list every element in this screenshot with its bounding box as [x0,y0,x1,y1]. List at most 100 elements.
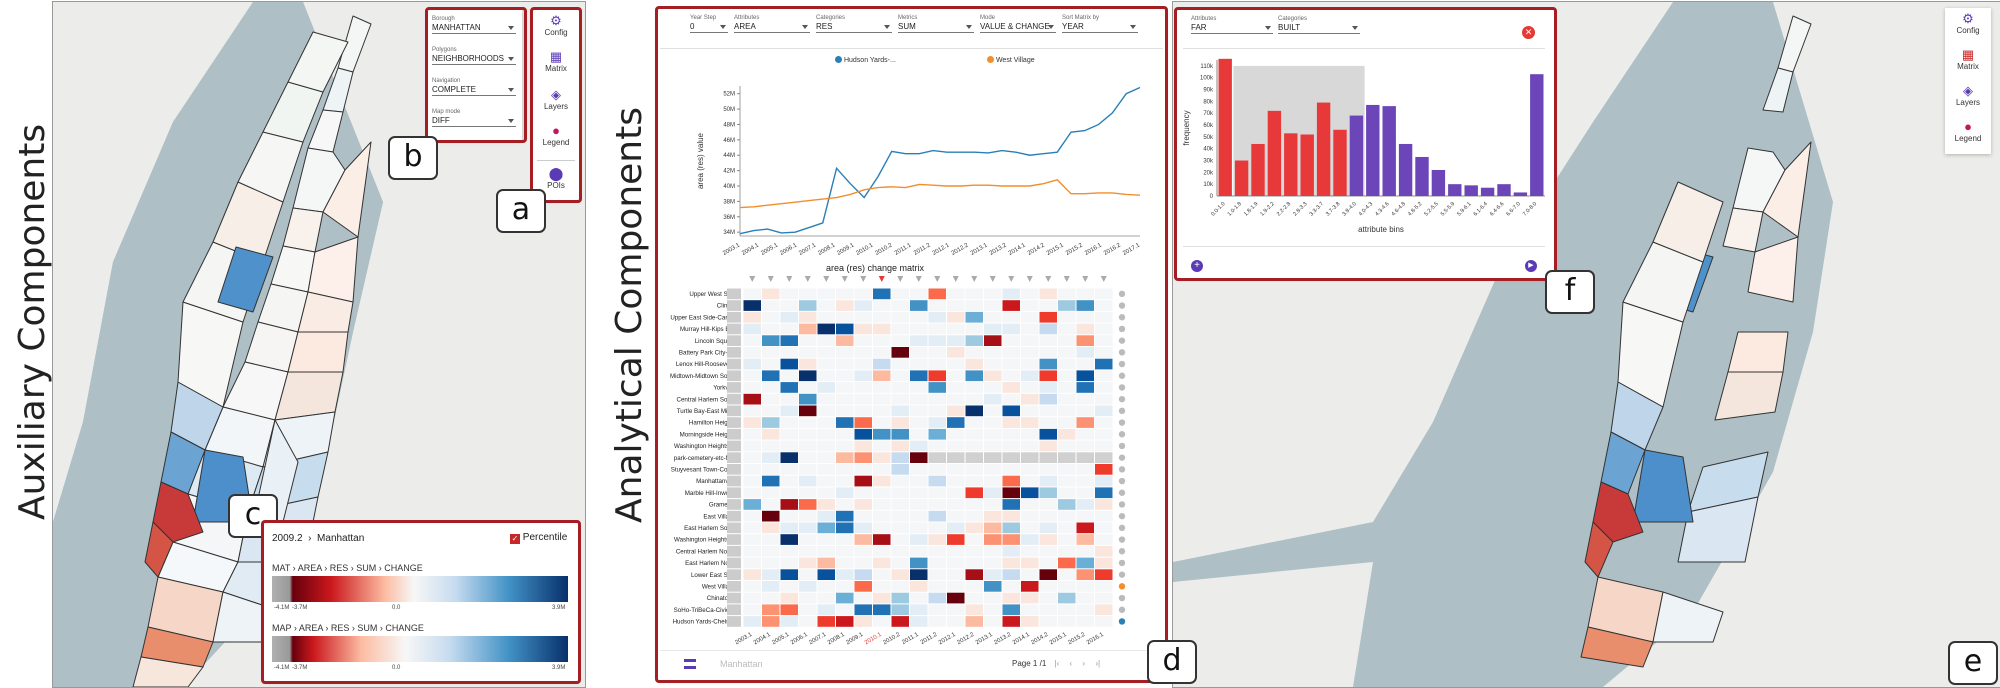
matrix-cell[interactable] [836,358,854,370]
matrix-cell[interactable] [1039,417,1058,428]
matrix-cell[interactable] [928,569,947,580]
add-icon[interactable]: + [1191,260,1203,272]
matrix-cell[interactable] [799,616,817,627]
matrix-cell[interactable] [799,557,817,569]
matrix-cell[interactable] [947,440,965,452]
matrix-cell[interactable] [984,440,1002,452]
matrix-cell[interactable] [984,534,1002,545]
matrix-cell[interactable] [1058,311,1076,323]
matrix-cell[interactable] [799,393,817,405]
matrix-cell[interactable] [836,581,854,592]
matrix-cell[interactable] [965,616,984,627]
matrix-cell[interactable] [873,581,891,592]
matrix-cell[interactable] [1058,300,1076,311]
matrix-cell[interactable] [947,335,965,346]
column-marker-icon[interactable] [1045,276,1052,282]
matrix-cell[interactable] [1021,569,1039,580]
matrix-cell[interactable] [762,569,780,580]
matrix-cell[interactable] [910,534,928,545]
matrix-cell[interactable] [891,358,910,370]
matrix-cell[interactable] [873,288,891,300]
matrix-cell[interactable] [947,569,965,580]
column-marker-icon[interactable] [841,276,848,282]
matrix-cell[interactable] [854,534,873,545]
matrix-cell[interactable] [873,604,891,616]
matrix-cell[interactable] [743,335,762,346]
matrix-cell[interactable] [965,311,984,323]
matrix-cell[interactable] [1039,522,1058,534]
matrix-cell[interactable] [743,323,762,335]
layers-button[interactable]: ◈ Layers [532,88,580,112]
first-page-icon[interactable]: |‹ [1054,659,1060,668]
config-button[interactable]: ⚙ Config [532,14,580,38]
matrix-cell[interactable] [1002,475,1021,487]
matrix-cell[interactable] [854,382,873,393]
matrix-cell[interactable] [743,440,762,452]
matrix-cell[interactable] [891,475,910,487]
matrix-cell[interactable] [836,311,854,323]
matrix-cell[interactable] [1076,592,1095,604]
row-label[interactable]: Central Harlem Nort... [676,548,736,555]
matrix-cell[interactable] [947,417,965,428]
matrix-cell[interactable] [836,405,854,417]
matrix-cell[interactable] [1095,616,1113,627]
matrix-cell[interactable] [1039,358,1058,370]
layers-button-right[interactable]: ◈ Layers [1944,84,1992,108]
matrix-cell[interactable] [780,557,799,569]
matrix-cell[interactable] [1039,581,1058,592]
matrix-cell[interactable] [762,510,780,522]
histogram-bar[interactable] [1464,185,1478,196]
column-marker-icon[interactable] [878,276,885,282]
matrix-cell[interactable] [1002,557,1021,569]
matrix-cell[interactable] [854,499,873,510]
matrix-cell[interactable] [928,440,947,452]
matrix-cell[interactable] [910,545,928,557]
matrix-cell[interactable] [984,382,1002,393]
matrix-cell[interactable] [817,440,836,452]
matrix-cell[interactable] [1021,510,1039,522]
matrix-cell[interactable] [1021,323,1039,335]
matrix-cell[interactable] [891,581,910,592]
matrix-cell[interactable] [854,311,873,323]
matrix-cell[interactable] [1076,581,1095,592]
row-select-dot[interactable] [1118,548,1126,555]
matrix-cell[interactable] [836,452,854,463]
matrix-cell[interactable] [984,592,1002,604]
matrix-cell[interactable] [1058,545,1076,557]
matrix-cell[interactable] [1058,417,1076,428]
matrix-cell[interactable] [1058,370,1076,382]
row-select-dot[interactable] [1118,431,1126,438]
matrix-cell[interactable] [799,311,817,323]
matrix-cell[interactable] [836,534,854,545]
matrix-cell[interactable] [854,510,873,522]
matrix-cell[interactable] [1021,405,1039,417]
matrix-cell[interactable] [965,510,984,522]
row-select-dot[interactable] [1118,384,1126,391]
matrix-cell[interactable] [965,440,984,452]
matrix-cell[interactable] [928,428,947,440]
matrix-cell[interactable] [836,370,854,382]
matrix-cell[interactable] [928,417,947,428]
matrix-cell[interactable] [1076,604,1095,616]
row-label[interactable]: Yorkville [713,385,736,392]
matrix-cell[interactable] [780,545,799,557]
matrix-cell[interactable] [743,499,762,510]
matrix-cell[interactable] [1095,335,1113,346]
histogram-bar[interactable] [1431,169,1446,196]
series-line-2[interactable] [739,179,1141,209]
matrix-cell[interactable] [799,405,817,417]
matrix-cell[interactable] [1076,452,1095,463]
matrix-cell[interactable] [817,428,836,440]
matrix-cell[interactable] [965,393,984,405]
matrix-cell[interactable] [762,534,780,545]
matrix-cell[interactable] [762,452,780,463]
matrix-cell[interactable] [836,604,854,616]
matrix-cell[interactable] [743,452,762,463]
matrix-cell[interactable] [1058,581,1076,592]
matrix-cell[interactable] [984,311,1002,323]
matrix-cell[interactable] [836,475,854,487]
matrix-cell[interactable] [928,616,947,627]
matrix-cell[interactable] [891,604,910,616]
matrix-cell[interactable] [1002,323,1021,335]
matrix-cell[interactable] [817,358,836,370]
